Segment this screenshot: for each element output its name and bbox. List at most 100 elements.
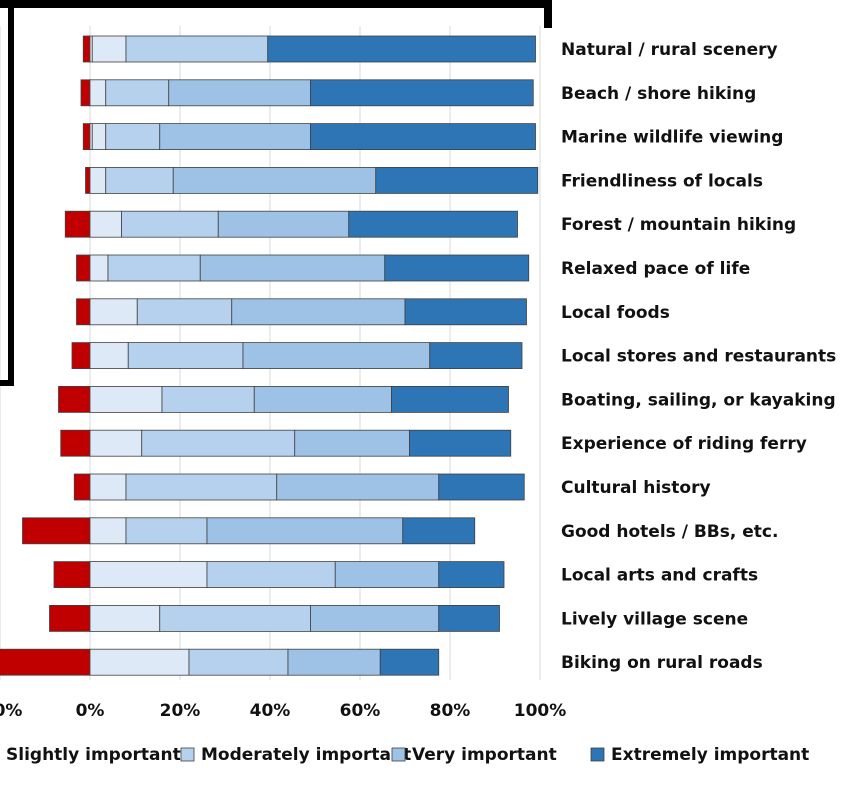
bar-segment [89, 210, 122, 238]
bar-segment [121, 210, 219, 238]
legend-label: Very important [412, 745, 557, 765]
bar-segment [53, 561, 91, 588]
bar-segment [89, 605, 161, 632]
bar-segment [159, 123, 311, 150]
bar-segment [76, 254, 91, 282]
legend-swatch [180, 747, 195, 762]
bar-segment [89, 298, 138, 326]
bar-segment [231, 298, 406, 326]
bar-segment [89, 429, 143, 457]
bar-segment [89, 254, 109, 282]
bar-segment [310, 123, 536, 150]
bar-segment [82, 123, 91, 150]
bar-segment [89, 517, 127, 545]
bar-segment [0, 648, 91, 676]
bar-segment [125, 473, 278, 501]
bar-segment [429, 342, 523, 370]
category-label: Marine wildlife viewing [561, 128, 783, 148]
bar-segment [384, 254, 530, 282]
bar-segment [402, 517, 476, 545]
bar-segment [105, 166, 174, 194]
x-tick-label: 60% [340, 701, 381, 721]
bar-segment [287, 648, 381, 676]
bar-segment [168, 79, 311, 107]
bar-segment [199, 254, 386, 282]
bar-segment [334, 561, 440, 588]
x-tick-label: 0% [76, 701, 105, 721]
category-label: Good hotels / BBs, etc. [561, 522, 778, 542]
category-label: Natural / rural scenery [561, 40, 778, 60]
bar-segment [73, 473, 91, 501]
category-label: Local foods [561, 303, 670, 323]
bar-segment [161, 385, 255, 413]
bar-segment [60, 429, 91, 457]
bar-segment [206, 561, 336, 588]
bar-segment [64, 210, 91, 238]
bar-segment [105, 123, 161, 150]
bar-segment [242, 342, 431, 370]
x-tick-label: 20% [160, 701, 201, 721]
bar-segment [276, 473, 440, 501]
category-label: Relaxed pace of life [561, 259, 750, 279]
bar-segment [253, 385, 392, 413]
bar-segment [379, 648, 440, 676]
category-label: Experience of riding ferry [561, 434, 807, 454]
legend-label: Slightly important [6, 745, 181, 765]
category-label: Friendliness of locals [561, 171, 763, 191]
bar-segment [22, 517, 91, 545]
bar-segment [105, 79, 170, 107]
bar-segment [76, 298, 91, 326]
bar-segment [125, 35, 269, 63]
category-label: Local arts and crafts [561, 566, 758, 586]
category-labels: Natural / rural scenery Beach / shore hik… [561, 40, 836, 673]
bar-segment [71, 342, 91, 370]
category-label: Forest / mountain hiking [561, 215, 796, 235]
bar-segment [188, 648, 289, 676]
bar-segment [136, 298, 233, 326]
bar-segment [159, 605, 311, 632]
overlay-frame-left [8, 8, 14, 386]
bar-segment [85, 166, 91, 194]
bar-segment [310, 79, 534, 107]
category-label: Biking on rural roads [561, 653, 763, 673]
bar-segment [80, 79, 91, 107]
x-tick-label: 100% [514, 701, 567, 721]
bar-segment [127, 342, 244, 370]
legend-swatch [391, 747, 406, 762]
bar-segment [206, 517, 404, 545]
bar-segment [82, 35, 91, 63]
legend-label: Moderately important [201, 745, 411, 765]
bar-segment [267, 35, 536, 63]
bar-segment [89, 166, 107, 194]
legend: Slightly important Moderately important Ve… [6, 745, 809, 765]
bar-segment [125, 517, 208, 545]
category-label: Lively village scene [561, 609, 748, 629]
bar-segment [438, 473, 525, 501]
bar-segment [391, 385, 509, 413]
bar-segment [49, 605, 91, 632]
overlay-frame-right [544, 0, 552, 28]
x-tick-label: 40% [250, 701, 291, 721]
bar-segment [348, 210, 518, 238]
bar-segment [89, 385, 163, 413]
x-tick-label: 80% [430, 701, 471, 721]
bars [0, 35, 539, 676]
x-tick-labels: 0% 20% 40% 60% 80% 100% 0% [0, 701, 566, 721]
bar-segment [91, 123, 107, 150]
bar-segment [107, 254, 201, 282]
category-label: Local stores and restaurants [561, 347, 836, 367]
bar-segment [294, 429, 410, 457]
legend-label: Extremely important [611, 745, 809, 765]
category-label: Boating, sailing, or kayaking [561, 390, 836, 410]
bar-segment [438, 605, 500, 632]
bar-segment [217, 210, 350, 238]
bar-segment [89, 648, 190, 676]
bar-segment [438, 561, 505, 588]
bar-segment [404, 298, 527, 326]
legend-swatch [590, 747, 605, 762]
bar-segment [89, 473, 127, 501]
bar-segment [89, 561, 208, 588]
bar-segment [409, 429, 512, 457]
bar-segment [172, 166, 377, 194]
